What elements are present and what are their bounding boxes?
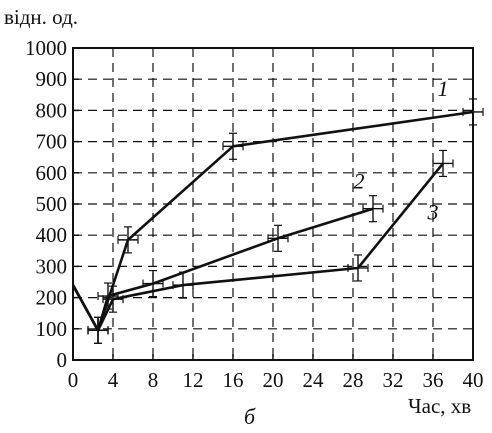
data-point-2 — [362, 195, 384, 223]
y-tick-label: 700 — [36, 130, 68, 154]
y-tick-label: 1000 — [25, 36, 67, 60]
y-tick-label: 500 — [36, 192, 68, 216]
ticks: 0 4 8 12 16 20 24 28 32 36 40010020030040050060070… — [25, 36, 484, 392]
data-point-2 — [267, 224, 289, 252]
x-tick-label: 4 — [108, 368, 119, 392]
x-tick-label: 20 — [263, 368, 284, 392]
x-tick-label: 36 — [423, 368, 444, 392]
data-point-1 — [222, 132, 244, 160]
y-tick-label: 100 — [36, 317, 68, 341]
x-tick-label: 8 — [148, 368, 159, 392]
series-label-2: 2 — [354, 169, 365, 194]
x-tick-label: 40 — [463, 368, 484, 392]
x-tick-label: 12 — [183, 368, 204, 392]
x-tick-label: 28 — [343, 368, 364, 392]
series-lines — [71, 98, 484, 344]
data-point-1 — [462, 98, 484, 126]
y-axis-title: відн. од. — [4, 5, 78, 29]
y-tick-label: 900 — [36, 67, 68, 91]
series-label-1: 1 — [438, 76, 449, 101]
y-tick-label: 0 — [57, 348, 68, 372]
y-tick-label: 800 — [36, 98, 68, 122]
y-tick-label: 600 — [36, 161, 68, 185]
x-tick-label: 32 — [383, 368, 404, 392]
panel-label: б — [244, 404, 256, 429]
y-tick-label: 300 — [36, 254, 68, 278]
grid — [73, 48, 473, 360]
data-point-1 — [117, 226, 139, 254]
data-point-3 — [347, 254, 369, 282]
y-tick-label: 200 — [36, 286, 68, 310]
series-line-3 — [71, 162, 445, 332]
x-axis-title: Час, хв — [408, 394, 471, 418]
series-labels: 1 2 3 — [354, 76, 449, 224]
y-tick-label: 400 — [36, 223, 68, 247]
x-tick-label: 24 — [303, 368, 325, 392]
data-point-3 — [87, 316, 109, 344]
data-point-2 — [97, 282, 119, 310]
x-tick-label: 16 — [223, 368, 244, 392]
data-point-3 — [172, 271, 194, 299]
series-label-3: 3 — [427, 199, 439, 224]
x-tick-label: 0 — [68, 368, 79, 392]
data-point-3 — [432, 149, 454, 178]
data-point-3 — [102, 285, 124, 313]
